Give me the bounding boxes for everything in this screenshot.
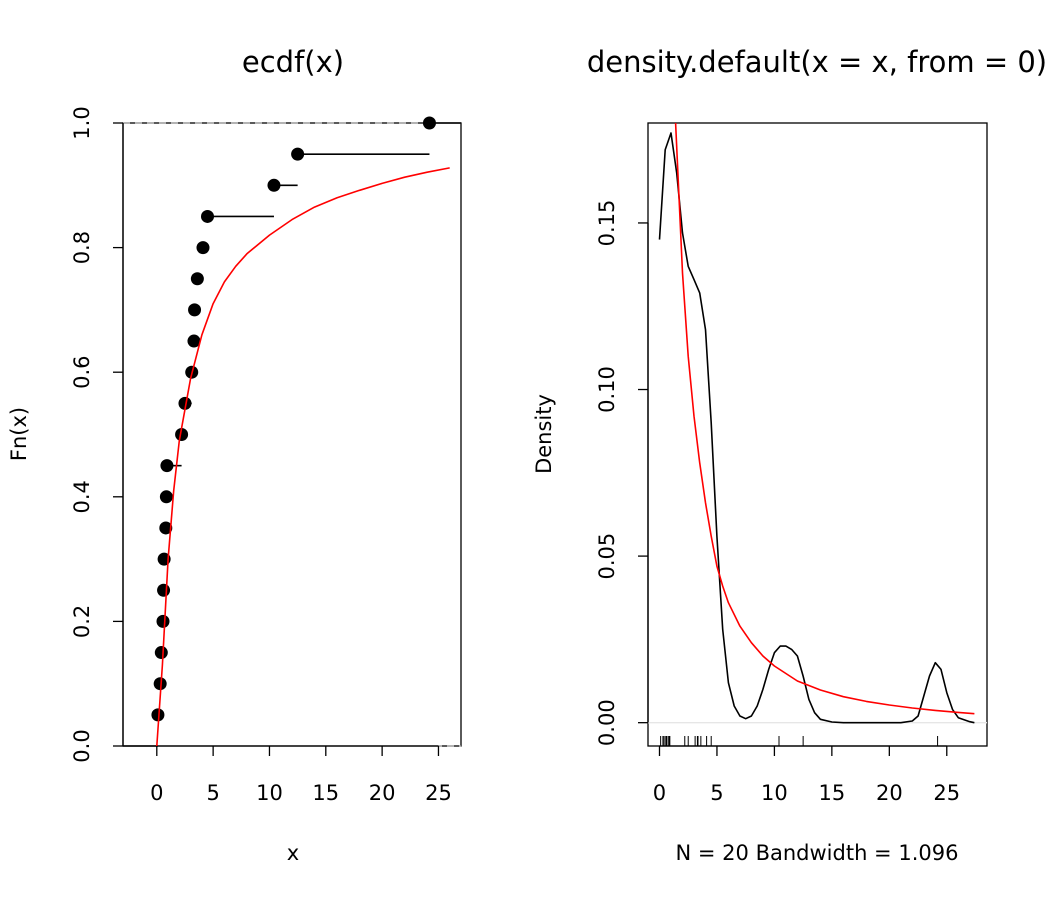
ecdf-point [291,147,305,161]
red-fitted-curve [156,167,450,747]
x-tick-label: 0 [150,781,163,805]
density-title: density.default(x = x, from = 0) [587,45,1047,79]
y-tick-label: 0.0 [70,729,94,762]
x-tick-label: 10 [761,781,788,805]
x-tick-label: 20 [369,781,396,805]
ecdf-panel: ecdf(x) x Fn(x) 0 5 10 15 20 25 0.00.20.40.60… [7,45,462,865]
density-panel: density.default(x = x, from = 0) N = 20 … [532,45,1047,865]
ecdf-point [153,677,167,691]
density-series [658,122,975,724]
ecdf-point [159,521,173,535]
ecdf-point [196,241,210,255]
ecdf-title: ecdf(x) [242,45,344,79]
red-fitted-curve [674,122,975,715]
y-tick-label: 0.2 [70,605,94,638]
ecdf-series [123,116,461,747]
x-tick-label: 5 [710,781,723,805]
ecdf-point [422,116,436,130]
ecdf-reference-lines [123,122,461,747]
x-tick-label: 25 [933,781,960,805]
x-tick-label: 15 [312,781,339,805]
y-tick-label: 0.10 [595,366,619,413]
ecdf-point [157,583,171,597]
ecdf-point [178,396,192,410]
y-tick-label: 1.0 [70,106,94,139]
ecdf-point [160,459,174,473]
ecdf-plot-frame [122,122,462,747]
ecdf-point [188,303,202,317]
x-tick-label: 15 [818,781,845,805]
density-curve [658,132,975,724]
ecdf-point [201,209,214,223]
x-tick-label: 25 [425,781,452,805]
x-tick-label: 10 [256,781,283,805]
y-tick-label: 0.15 [595,200,619,247]
y-tick-label: 0.6 [70,355,94,388]
ecdf-y-axis-label: Fn(x) [7,407,31,461]
y-tick-label: 0.8 [70,231,94,264]
y-tick-label: 0.4 [70,480,94,513]
density-plot-frame [647,122,988,747]
ecdf-point [159,490,173,504]
ecdf-x-axis: 0 5 10 15 20 25 [150,745,452,805]
ecdf-point [175,428,189,441]
y-tick-label: 0.00 [595,699,619,746]
ecdf-point [156,614,170,628]
ecdf-y-axis: 0.0 0.2 0.4 0.6 0.8 1.0 [70,106,124,763]
ecdf-point [187,334,201,348]
ecdf-point [267,178,281,192]
ecdf-x-axis-label: x [287,841,299,865]
density-rug [660,736,939,746]
density-x-axis: 0 5 10 15 20 25 [653,745,960,805]
ecdf-point [154,646,168,660]
density-y-axis: 0.00 0.05 0.10 0.15 [595,200,649,746]
x-tick-label: 20 [876,781,903,805]
y-tick-label: 0.05 [595,533,619,580]
ecdf-point [190,272,204,286]
ecdf-point [151,708,165,722]
density-y-axis-label: Density [532,394,556,474]
x-tick-label: 0 [653,781,666,805]
x-tick-label: 5 [206,781,219,805]
density-x-axis-label: N = 20 Bandwidth = 1.096 [676,841,959,865]
